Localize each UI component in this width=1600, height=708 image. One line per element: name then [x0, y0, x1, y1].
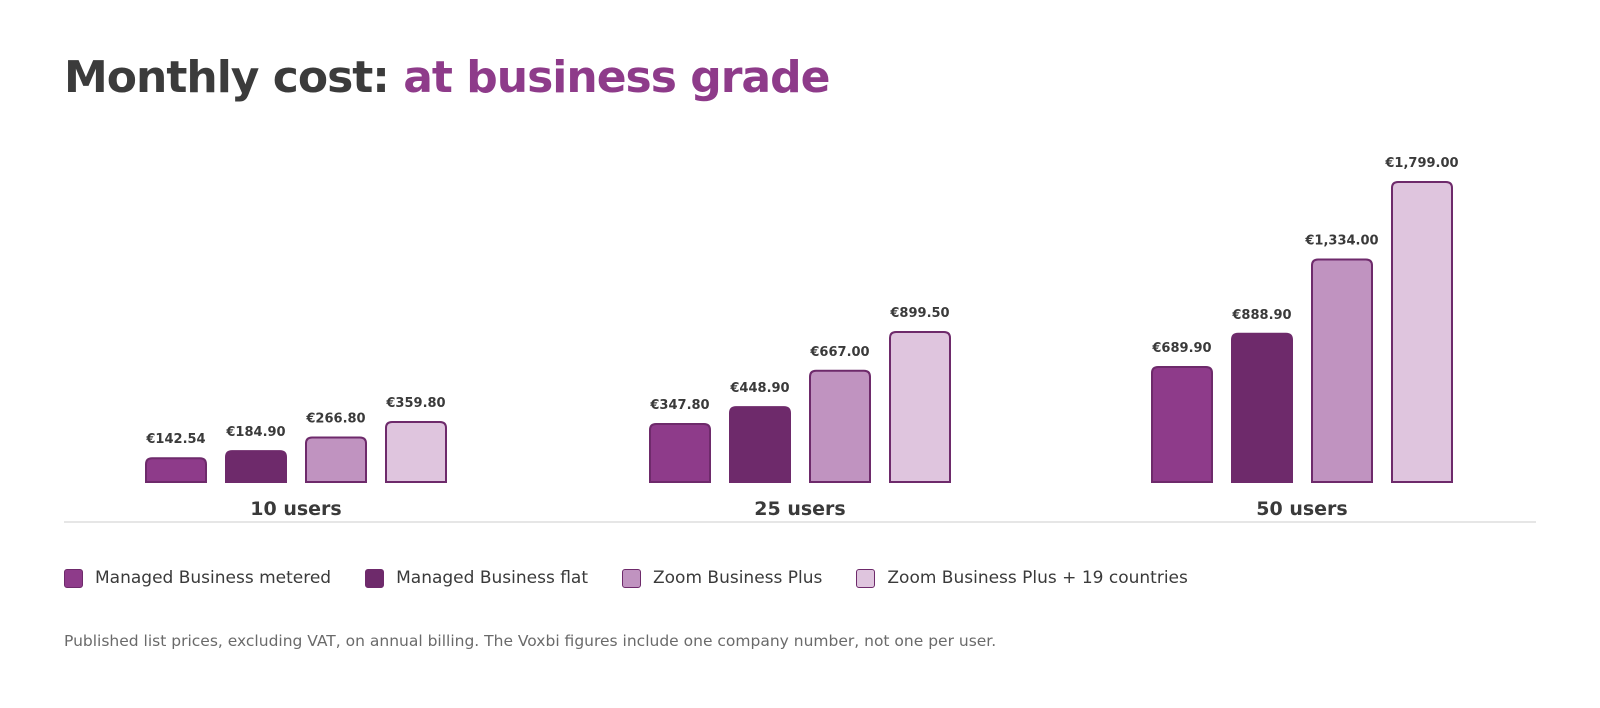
bar — [305, 436, 367, 483]
bar-group: €142.54 €184.90 €266.80 €359.80 10 users — [145, 396, 447, 520]
legend-swatch — [856, 568, 876, 588]
data-label: €667.00 — [809, 345, 869, 360]
data-label: €184.90 — [225, 425, 285, 440]
legend-label: Zoom Business Plus — [653, 568, 823, 588]
data-label: €359.80 — [385, 396, 445, 411]
title-accent: at business grade — [403, 52, 830, 103]
bar — [729, 406, 791, 483]
bar — [889, 331, 951, 483]
data-label: €142.54 — [145, 432, 205, 447]
data-label: €888.90 — [1231, 308, 1291, 323]
data-label: €689.90 — [1151, 341, 1211, 356]
bar-chart: €142.54 €184.90 €266.80 €359.80 10 users €347… — [64, 156, 1536, 523]
category-label: 50 users — [1256, 498, 1347, 520]
legend-item: Zoom Business Plus — [622, 568, 822, 588]
legend-label: Managed Business flat — [396, 568, 588, 588]
data-label: €266.80 — [305, 412, 365, 427]
data-label: €1,334.00 — [1304, 234, 1378, 249]
legend-label: Managed Business metered — [95, 568, 332, 588]
footnote: Published list prices, excluding VAT, on… — [64, 632, 997, 650]
bar — [1231, 332, 1293, 483]
data-label: €448.90 — [729, 381, 789, 396]
bar-group: €689.90 €888.90 €1,334.00 €1,799.00 50 users — [1151, 156, 1459, 520]
legend-label: Zoom Business Plus + 19 countries — [887, 568, 1188, 588]
legend-item: Zoom Business Plus + 19 countries — [856, 568, 1188, 588]
legend-item: Managed Business flat — [365, 568, 588, 588]
bar — [145, 457, 207, 483]
legend-item: Managed Business metered — [64, 568, 331, 588]
data-label: €899.50 — [889, 306, 949, 321]
bar — [809, 369, 871, 483]
legend-swatch — [622, 568, 641, 588]
category-label: 10 users — [250, 498, 341, 520]
bar — [385, 421, 447, 483]
bar — [1391, 181, 1453, 483]
bar — [1311, 258, 1373, 483]
legend-swatch — [365, 568, 385, 588]
category-label: 25 users — [754, 498, 845, 520]
data-label: €347.80 — [649, 398, 709, 413]
chart-title: Monthly cost: at business grade — [64, 52, 830, 103]
legend-swatch — [64, 568, 83, 588]
bar — [649, 423, 711, 483]
bar — [225, 450, 287, 483]
bar — [1151, 365, 1213, 483]
data-label: €1,799.00 — [1384, 156, 1458, 171]
title-main: Monthly cost: — [64, 52, 404, 103]
legend: Managed Business metered Managed Business… — [64, 568, 1188, 588]
bar-group: €347.80 €448.90 €667.00 €899.50 25 users — [649, 306, 951, 520]
